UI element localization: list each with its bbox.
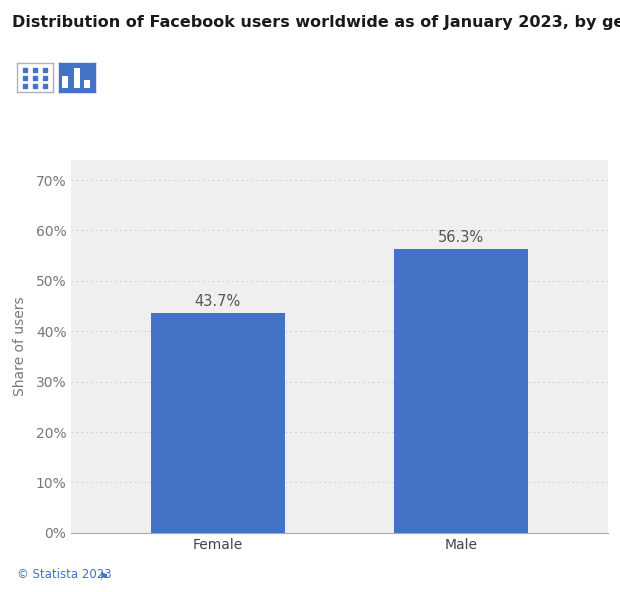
Text: 56.3%: 56.3% bbox=[438, 230, 484, 245]
Text: 43.7%: 43.7% bbox=[195, 294, 241, 308]
Bar bbox=[74, 68, 80, 88]
Bar bbox=[63, 76, 68, 88]
Bar bbox=[394, 249, 528, 533]
Bar bbox=[84, 80, 90, 88]
Bar bbox=[151, 313, 285, 533]
Text: © Statista 2023: © Statista 2023 bbox=[17, 568, 112, 581]
Text: ⚑: ⚑ bbox=[98, 571, 108, 581]
Text: Distribution of Facebook users worldwide as of January 2023, by gender: Distribution of Facebook users worldwide… bbox=[12, 15, 620, 30]
Y-axis label: Share of users: Share of users bbox=[14, 297, 27, 396]
